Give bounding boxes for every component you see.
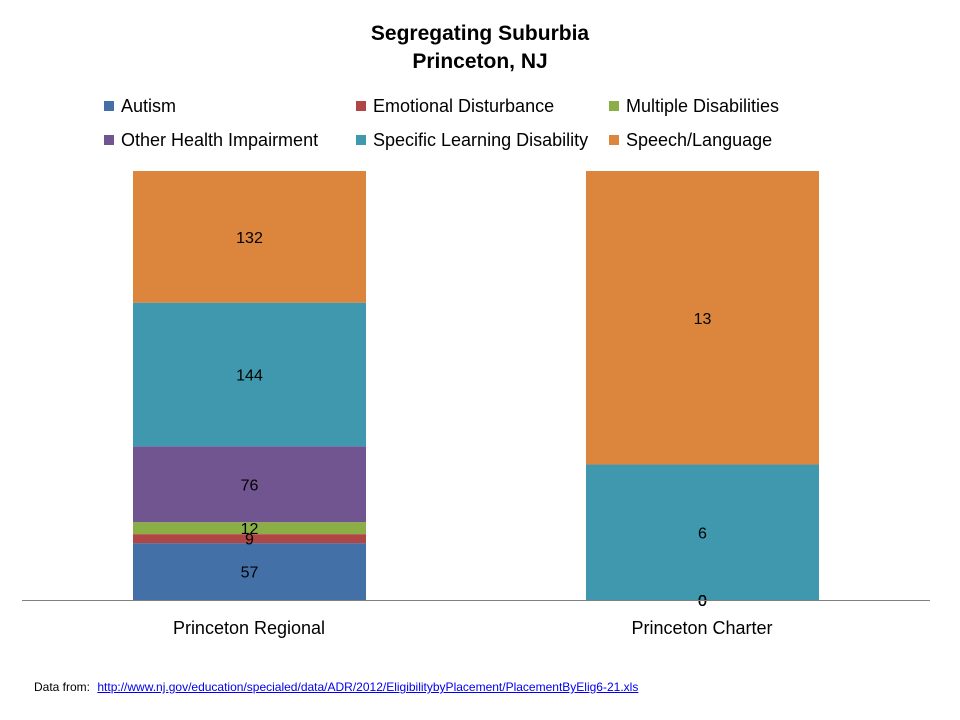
data-label-princeton-regional-autism: 57 <box>241 565 259 582</box>
footer: Data from: http://www.nj.gov/education/s… <box>34 680 638 694</box>
data-label-princeton-charter-multiple-disabilities: 0 <box>698 593 707 610</box>
legend-label-speech-language: Speech/Language <box>626 130 773 150</box>
data-label-princeton-regional-specific-learning-disability: 144 <box>236 368 263 385</box>
bar-princeton-regional-specific-learning-disability <box>133 302 366 447</box>
legend-swatch-speech-language <box>609 135 619 145</box>
bar-princeton-regional-multiple-disabilities <box>133 522 366 535</box>
legend-item-speech-language: Speech/Language <box>609 129 772 151</box>
data-label-princeton-charter-speech-language: 13 <box>694 311 712 328</box>
legend-item-specific-learning-disability: Specific Learning Disability <box>356 129 588 151</box>
legend-swatch-specific-learning-disability <box>356 135 366 145</box>
legend-item-emotional-disturbance: Emotional Disturbance <box>356 95 554 117</box>
legend-label-emotional-disturbance: Emotional Disturbance <box>373 96 555 116</box>
bar-princeton-charter-speech-language <box>586 171 819 465</box>
title: Segregating Suburbia <box>370 22 590 45</box>
source-link[interactable]: http://www.nj.gov/education/specialed/da… <box>97 680 639 694</box>
data-label-princeton-regional-multiple-disabilities: 12 <box>241 521 259 538</box>
legend-swatch-multiple-disabilities <box>609 101 619 111</box>
data-label-princeton-charter-emotional-disturbance: 0 <box>698 593 707 610</box>
legend-label-specific-learning-disability: Specific Learning Disability <box>373 130 589 150</box>
legend-item-other-health-impairment: Other Health Impairment <box>104 129 318 151</box>
chart-title: Segregating Suburbia Princeton, NJ <box>0 20 960 76</box>
legend-label-autism: Autism <box>121 96 177 116</box>
bar-princeton-charter-specific-learning-disability <box>586 464 819 600</box>
legend-swatch-autism <box>104 101 114 111</box>
x-tick-label-princeton-charter: Princeton Charter <box>631 618 772 638</box>
bar-princeton-regional-autism <box>133 543 366 600</box>
data-label-princeton-regional-emotional-disturbance: 9 <box>245 532 254 549</box>
data-label-princeton-charter-autism: 0 <box>698 593 707 610</box>
bar-princeton-regional-speech-language <box>133 171 366 303</box>
data-label-princeton-regional-speech-language: 132 <box>236 230 263 247</box>
legend-swatch-other-health-impairment <box>104 135 114 145</box>
x-tick-label-princeton-regional: Princeton Regional <box>173 618 325 638</box>
legend-item-multiple-disabilities: Multiple Disabilities <box>609 95 779 117</box>
data-label-princeton-regional-other-health-impairment: 76 <box>241 477 259 494</box>
subtitle: Princeton, NJ <box>412 50 548 73</box>
data-label-princeton-charter-specific-learning-disability: 6 <box>698 525 707 542</box>
legend-swatch-emotional-disturbance <box>356 101 366 111</box>
data-label-princeton-charter-other-health-impairment: 0 <box>698 593 707 610</box>
bar-princeton-regional-other-health-impairment <box>133 446 366 523</box>
legend-item-autism: Autism <box>104 95 176 117</box>
footer-prefix: Data from: <box>34 680 91 694</box>
legend-label-multiple-disabilities: Multiple Disabilities <box>626 96 780 116</box>
legend-label-other-health-impairment: Other Health Impairment <box>121 130 319 150</box>
bar-princeton-regional-emotional-disturbance <box>133 534 366 544</box>
